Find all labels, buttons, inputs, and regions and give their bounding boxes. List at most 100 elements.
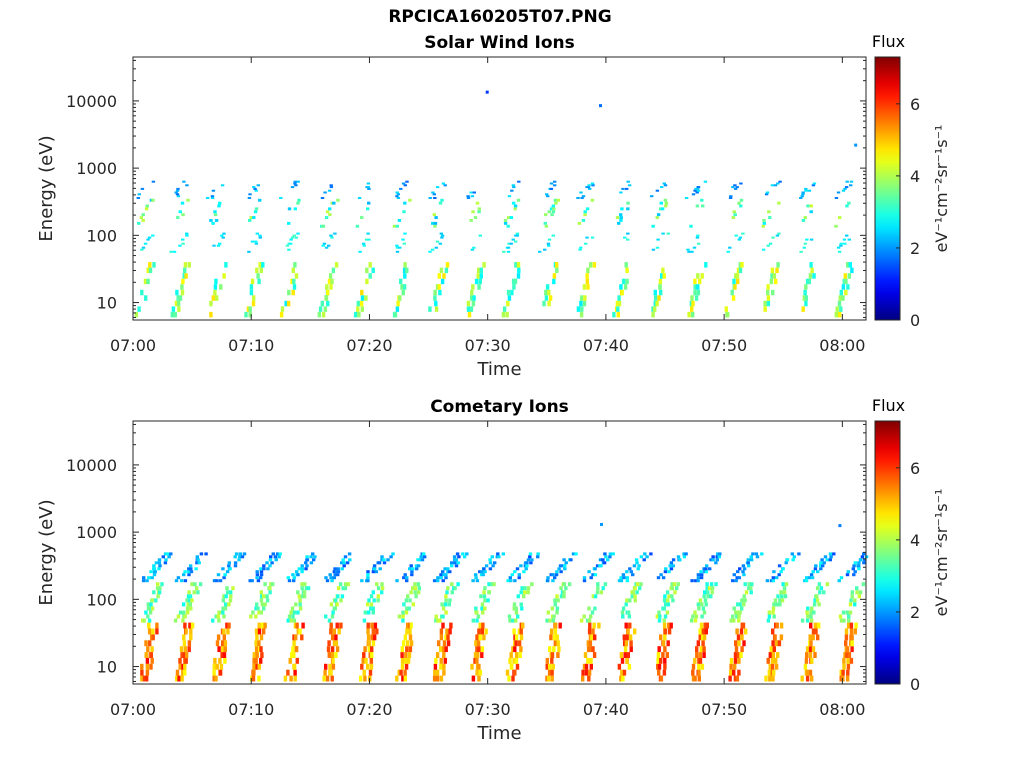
flux-cell — [367, 646, 371, 653]
flux-cell — [511, 238, 515, 241]
flux-cell — [734, 234, 738, 237]
flux-cell — [443, 602, 448, 607]
colorbar-tick-label: 4 — [910, 167, 920, 186]
flux-cell — [844, 278, 848, 285]
flux-cell — [661, 576, 666, 580]
flux-cell — [444, 646, 448, 653]
flux-cell — [409, 622, 413, 629]
flux-cell — [623, 652, 627, 658]
flux-cell — [255, 576, 259, 580]
flux-cell — [373, 634, 377, 641]
x-tick-label: 07:30 — [465, 700, 511, 719]
flux-cell — [223, 606, 228, 611]
flux-cell — [321, 244, 325, 247]
flux-cell — [832, 552, 836, 556]
flux-cell — [268, 558, 273, 562]
flux-cell — [556, 652, 560, 658]
flux-cell — [744, 628, 748, 635]
flux-cell — [585, 236, 589, 239]
flux-cell — [263, 582, 267, 587]
flux-cell — [252, 669, 256, 676]
flux-cell — [290, 236, 295, 239]
flux-cell — [619, 579, 624, 583]
flux-cell — [408, 628, 412, 635]
flux-cell — [448, 628, 452, 635]
flux-cell — [576, 197, 580, 199]
flux-cell — [367, 187, 371, 190]
flux-cell — [362, 244, 366, 247]
flux-cell — [673, 590, 677, 595]
flux-cell — [547, 669, 552, 676]
flux-cell — [555, 634, 559, 641]
flux-cell — [210, 197, 215, 199]
flux-cell — [195, 555, 199, 559]
flux-cell — [742, 567, 747, 571]
flux-cell — [324, 663, 328, 670]
flux-cell — [146, 278, 150, 285]
flux-cell — [839, 289, 843, 296]
flux-cell — [166, 552, 170, 556]
flux-cell — [298, 628, 302, 635]
flux-cell — [151, 180, 156, 183]
flux-cell — [259, 646, 263, 653]
flux-cell — [666, 598, 670, 603]
flux-cell — [182, 634, 186, 641]
flux-cell — [846, 663, 851, 670]
flux-cell — [808, 652, 813, 658]
x-tick-label: 07:20 — [346, 700, 392, 719]
flux-cell — [279, 311, 284, 318]
flux-cell — [182, 273, 186, 279]
flux-cell — [590, 182, 595, 185]
flux-cell — [810, 267, 814, 274]
flux-cell — [691, 663, 696, 670]
flux-cell — [766, 244, 770, 247]
flux-cell — [692, 246, 697, 249]
flux-cell — [438, 201, 443, 205]
flux-cell — [755, 555, 760, 559]
flux-cell — [519, 602, 523, 607]
flux-cell — [737, 576, 741, 580]
flux-cell — [395, 306, 400, 312]
flux-cell — [175, 289, 179, 296]
flux-cell — [733, 657, 738, 664]
flux-cell — [842, 663, 846, 670]
flux-cell — [841, 669, 845, 676]
flux-cell — [212, 244, 216, 247]
flux-cell — [393, 311, 398, 318]
flux-cell — [471, 210, 475, 214]
flux-cell — [330, 236, 334, 239]
flux-cell — [180, 652, 184, 658]
flux-cell — [332, 570, 336, 574]
flux-cell — [552, 646, 556, 653]
flux-cell — [405, 646, 409, 653]
flux-cell — [257, 610, 261, 615]
flux-cell — [211, 618, 215, 623]
flux-cell — [327, 189, 332, 192]
flux-cell — [442, 640, 447, 647]
plot-frame — [132, 56, 867, 321]
flux-cell — [800, 675, 804, 682]
flux-cell — [252, 663, 256, 670]
flux-cell — [524, 567, 528, 571]
flux-cell — [822, 561, 826, 565]
flux-cell — [519, 628, 523, 635]
flux-cell — [441, 606, 446, 611]
flux-cell — [271, 582, 275, 587]
flux-cell — [300, 586, 304, 591]
flux-cell — [790, 552, 794, 556]
flux-cell — [801, 219, 806, 222]
flux-cell — [269, 582, 273, 587]
flux-cell — [248, 306, 252, 312]
flux-cell — [508, 576, 512, 580]
flux-cell — [225, 570, 230, 574]
flux-cell — [173, 618, 178, 623]
flux-cell — [816, 570, 820, 574]
flux-cell — [146, 602, 150, 607]
flux-cell — [305, 555, 309, 559]
flux-cell — [372, 598, 376, 603]
flux-cell — [407, 652, 412, 658]
flux-cell — [698, 278, 702, 285]
flux-cell — [512, 284, 516, 290]
flux-cell — [645, 555, 649, 559]
flux-cell — [330, 278, 334, 285]
